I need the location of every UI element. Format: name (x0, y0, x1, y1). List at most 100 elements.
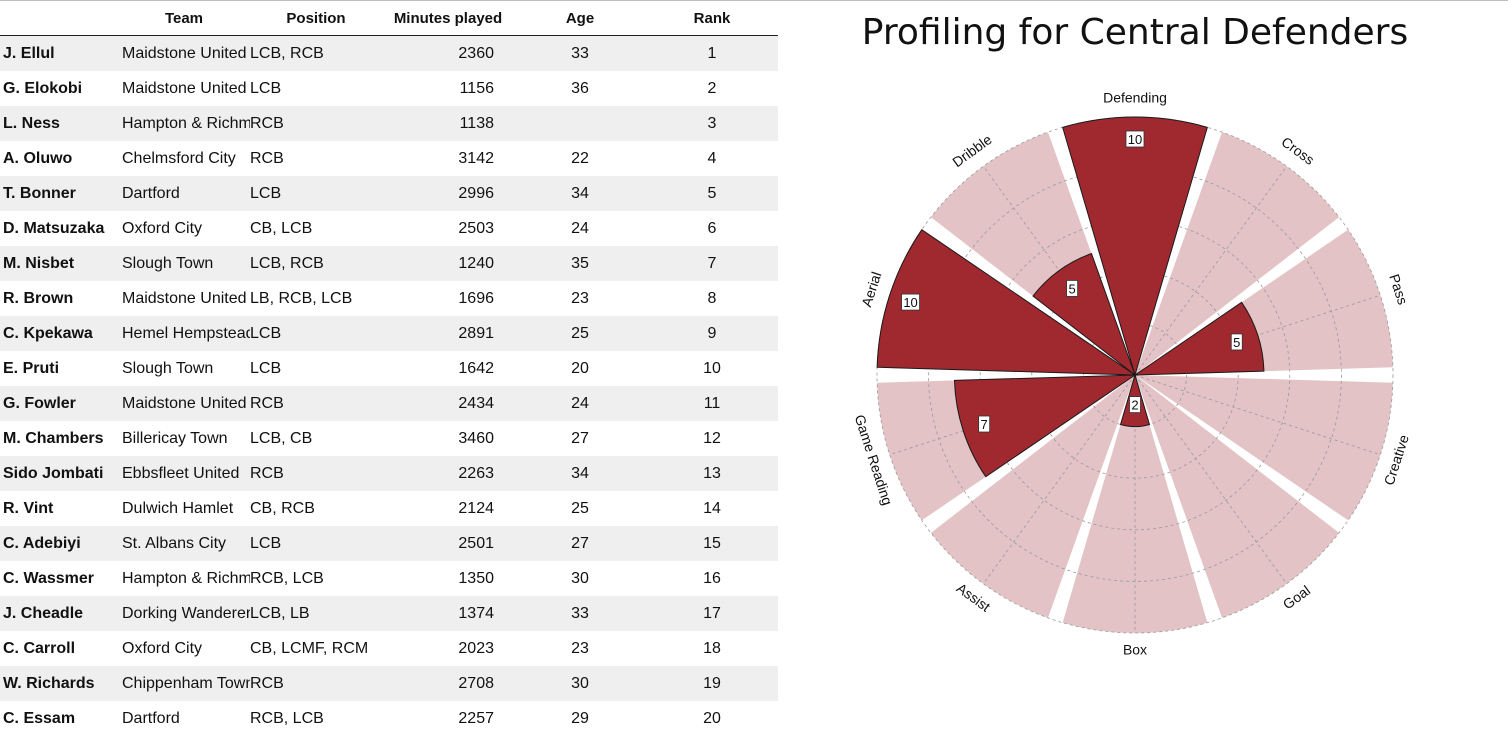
cell-name: J. Cheadle (0, 596, 118, 631)
cell-minutes: 3142 (382, 141, 514, 176)
cell-minutes: 2023 (382, 631, 514, 666)
players-table-container: Team Position Minutes played Age Rank J.… (0, 1, 778, 736)
cell-minutes: 2501 (382, 526, 514, 561)
cell-position: LCB (250, 526, 382, 561)
cell-name: D. Matsuzaka (0, 211, 118, 246)
cell-minutes: 2708 (382, 666, 514, 701)
cell-position: LCB, LB (250, 596, 382, 631)
cell-age: 33 (514, 596, 646, 631)
category-label: Creative (1381, 432, 1412, 487)
cell-name: M. Chambers (0, 421, 118, 456)
cell-name: C. Wassmer (0, 561, 118, 596)
cell-team: Slough Town (118, 351, 250, 386)
cell-minutes: 2996 (382, 176, 514, 211)
cell-rank: 20 (646, 701, 778, 736)
cell-position: LCB, RCB (250, 246, 382, 281)
cell-team: Hampton & Richmond (118, 106, 250, 141)
cell-age: 30 (514, 561, 646, 596)
cell-name: W. Richards (0, 666, 118, 701)
cell-name: G. Fowler (0, 386, 118, 421)
cell-name: C. Essam (0, 701, 118, 736)
cell-team: Slough Town (118, 246, 250, 281)
cell-minutes: 1642 (382, 351, 514, 386)
cell-name: C. Carroll (0, 631, 118, 666)
cell-age: 22 (514, 141, 646, 176)
value-label: 2 (1131, 398, 1138, 413)
cell-minutes: 1374 (382, 596, 514, 631)
cell-position: LB, RCB, LCB (250, 281, 382, 316)
cell-team: Ebbsfleet United (118, 456, 250, 491)
cell-name: C. Kpekawa (0, 316, 118, 351)
cell-age: 34 (514, 176, 646, 211)
cell-position: CB, LCB (250, 211, 382, 246)
header-team: Team (118, 1, 250, 36)
cell-rank: 10 (646, 351, 778, 386)
value-label: 5 (1233, 335, 1240, 350)
cell-team: Chippenham Town (118, 666, 250, 701)
cell-rank: 12 (646, 421, 778, 456)
cell-age: 24 (514, 386, 646, 421)
cell-minutes: 3460 (382, 421, 514, 456)
cell-name: Sido Jombati (0, 456, 118, 491)
cell-name: A. Oluwo (0, 141, 118, 176)
cell-minutes: 2360 (382, 36, 514, 72)
category-label: Cross (1279, 133, 1318, 167)
cell-minutes: 2263 (382, 456, 514, 491)
cell-rank: 19 (646, 666, 778, 701)
cell-minutes: 1696 (382, 281, 514, 316)
cell-age: 34 (514, 456, 646, 491)
cell-age: 35 (514, 246, 646, 281)
cell-position: RCB, LCB (250, 701, 382, 736)
players-table: Team Position Minutes played Age Rank J.… (0, 1, 778, 736)
cell-rank: 3 (646, 106, 778, 141)
cell-minutes: 1138 (382, 106, 514, 141)
header-rank: Rank (646, 1, 778, 36)
category-label: Aerial (858, 270, 884, 309)
header-name (0, 1, 118, 36)
cell-age: 29 (514, 701, 646, 736)
cell-name: M. Nisbet (0, 246, 118, 281)
cell-rank: 1 (646, 36, 778, 72)
cell-position: CB, LCMF, RCM (250, 631, 382, 666)
cell-team: Maidstone United (118, 281, 250, 316)
cell-team: Dulwich Hamlet (118, 491, 250, 526)
cell-rank: 13 (646, 456, 778, 491)
cell-age: 33 (514, 36, 646, 72)
header-age: Age (514, 1, 646, 36)
cell-team: Dartford (118, 701, 250, 736)
cell-position: LCB, CB (250, 421, 382, 456)
cell-team: Chelmsford City (118, 141, 250, 176)
cell-position: RCB, LCB (250, 561, 382, 596)
cell-age: 23 (514, 631, 646, 666)
cell-rank: 5 (646, 176, 778, 211)
cell-team: Maidstone United (118, 386, 250, 421)
cell-team: Maidstone United (118, 71, 250, 106)
category-label: Pass (1386, 272, 1411, 307)
cell-age: 24 (514, 211, 646, 246)
cell-position: RCB (250, 386, 382, 421)
chart-title: Profiling for Central Defenders (800, 12, 1470, 53)
cell-name: R. Brown (0, 281, 118, 316)
cell-rank: 8 (646, 281, 778, 316)
cell-name: R. Vint (0, 491, 118, 526)
cell-rank: 14 (646, 491, 778, 526)
cell-position: RCB (250, 456, 382, 491)
value-label: 10 (1128, 132, 1142, 147)
cell-team: Dorking Wanderers (118, 596, 250, 631)
cell-name: J. Ellul (0, 36, 118, 72)
cell-team: Billericay Town (118, 421, 250, 456)
cell-rank: 7 (646, 246, 778, 281)
cell-name: G. Elokobi (0, 71, 118, 106)
